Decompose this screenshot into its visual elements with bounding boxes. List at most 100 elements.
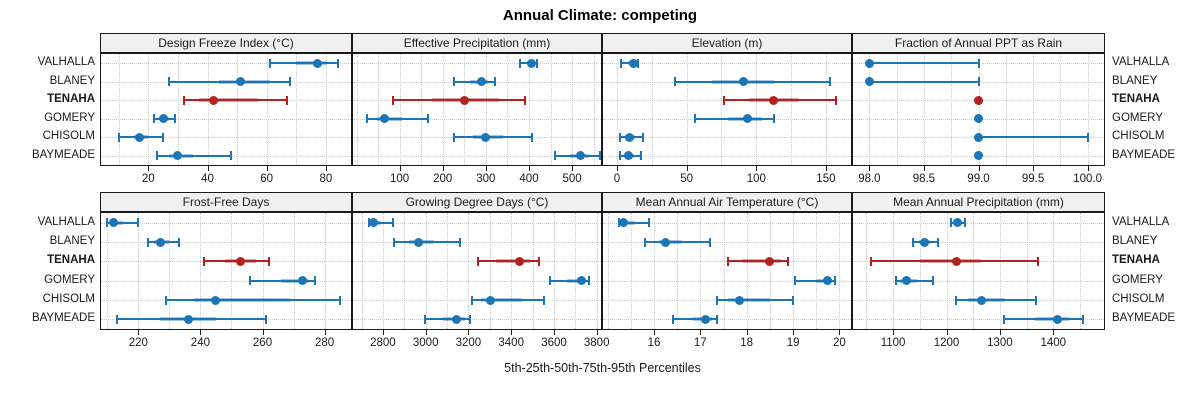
- percentile-whisker: [157, 154, 232, 157]
- whisker-cap-low: [165, 295, 168, 305]
- median-dot-tenaha: [768, 95, 778, 105]
- percentile-whisker: [675, 80, 831, 83]
- axis-tick: [200, 330, 202, 335]
- median-dot-baymeade: [1053, 314, 1062, 324]
- gridline: [101, 63, 351, 65]
- axis-tick: [485, 166, 487, 171]
- axis-tick: [839, 330, 841, 335]
- axis-tick-label: 17: [693, 337, 707, 349]
- whisker-cap-high: [588, 276, 591, 286]
- whisker-cap-high: [174, 114, 176, 124]
- gridline: [603, 261, 851, 263]
- whisker-cap-low: [452, 132, 455, 142]
- median-dot-tenaha: [459, 95, 469, 105]
- axis-tick: [468, 330, 470, 335]
- gridline: [923, 54, 925, 165]
- whisker-cap-low: [674, 77, 677, 87]
- whisker-cap-low: [153, 114, 156, 124]
- gridline: [353, 261, 601, 263]
- axis-tick: [572, 166, 574, 171]
- median-dot-blaney: [155, 237, 165, 247]
- site-label-baymeade: BAYMEADE: [31, 312, 95, 325]
- percentile-whisker: [716, 299, 794, 301]
- whisker-cap-high: [523, 95, 526, 105]
- whisker-cap-low: [117, 132, 120, 142]
- median-dot-chisolm: [976, 295, 986, 305]
- axis-tick-label: 1200: [933, 337, 960, 349]
- whisker-cap-low: [249, 276, 252, 286]
- gridline: [421, 54, 423, 165]
- gridline: [603, 137, 851, 139]
- whisker-cap-low: [548, 276, 551, 286]
- percentile-whisker: [978, 136, 1088, 139]
- whisker-cap-low: [949, 218, 952, 228]
- gridline: [442, 54, 444, 165]
- gridline: [869, 54, 871, 165]
- iqr-band: [198, 98, 258, 103]
- whisker-cap-high: [715, 314, 718, 324]
- axis-tick-label: 0: [613, 173, 621, 185]
- gridline: [825, 54, 827, 165]
- whisker-cap-high: [230, 151, 233, 161]
- gridline: [107, 213, 109, 329]
- gridline: [1087, 54, 1089, 165]
- axis-tick: [654, 330, 655, 335]
- gridline: [101, 222, 351, 224]
- axis-tick: [999, 330, 1001, 335]
- whisker-cap-low: [715, 295, 718, 305]
- axis-tick: [756, 166, 758, 171]
- gridline: [1080, 213, 1081, 329]
- median-dot-gomery: [577, 276, 587, 286]
- axis-tick-label: 500: [562, 173, 582, 185]
- percentile-whisker: [369, 221, 393, 224]
- gridline: [468, 213, 470, 329]
- whisker-cap-high: [177, 237, 180, 247]
- percentile-whisker: [478, 260, 539, 263]
- axis-tick-label: 16: [647, 337, 661, 349]
- panel-fraction-of-annual-ppt-as-rain: [852, 53, 1105, 166]
- iqr-band: [281, 278, 310, 283]
- site-label-tenaha: TENAHA: [47, 93, 95, 106]
- whisker-cap-low: [477, 256, 480, 266]
- percentile-whisker: [869, 62, 979, 65]
- median-dot-blaney: [739, 77, 749, 87]
- site-label-valhalla: VALHALLA: [1112, 215, 1170, 228]
- iqr-band: [728, 298, 770, 302]
- whisker-cap-high: [964, 218, 967, 228]
- site-label-gomery: GOMERY: [44, 111, 95, 124]
- whisker-cap-low: [115, 314, 118, 324]
- whisker-cap-high: [426, 114, 429, 124]
- percentile-whisker: [367, 117, 428, 120]
- gridline: [404, 213, 406, 329]
- axis-tick-label: 40: [201, 173, 214, 185]
- panel-frost-free-days: [100, 212, 352, 330]
- whisker-cap-high: [708, 237, 711, 247]
- median-dot-chisolm: [735, 295, 745, 305]
- whisker-cap-low: [202, 256, 205, 266]
- whisker-cap-high: [833, 276, 836, 286]
- gridline: [101, 118, 351, 120]
- gridline: [951, 54, 953, 165]
- gridline: [721, 54, 723, 165]
- gridline: [866, 213, 868, 329]
- gridline: [356, 54, 358, 165]
- strip-frost-free-days: Frost-Free Days: [100, 192, 352, 212]
- panel-mean-annual-air-temperature-c: [602, 212, 852, 330]
- axis-tick-label: 60: [260, 173, 274, 185]
- site-label-chisolm: CHISOLM: [1112, 293, 1165, 305]
- percentile-whisker: [424, 318, 470, 321]
- gridline: [700, 213, 702, 329]
- whisker-cap-low: [894, 276, 897, 286]
- strip-growing-degree-days-c: Growing Degree Days (°C): [352, 192, 602, 212]
- percentile-whisker: [728, 260, 789, 263]
- iqr-band: [566, 278, 586, 283]
- whisker-cap-low: [182, 95, 185, 105]
- whisker-cap-high: [336, 58, 339, 68]
- gridline: [353, 280, 601, 282]
- whisker-cap-high: [1037, 256, 1040, 266]
- whisker-cap-high: [932, 276, 935, 286]
- median-dot-baymeade: [623, 151, 633, 161]
- gridline: [572, 54, 574, 165]
- gridline: [651, 54, 653, 165]
- gridline: [575, 213, 577, 329]
